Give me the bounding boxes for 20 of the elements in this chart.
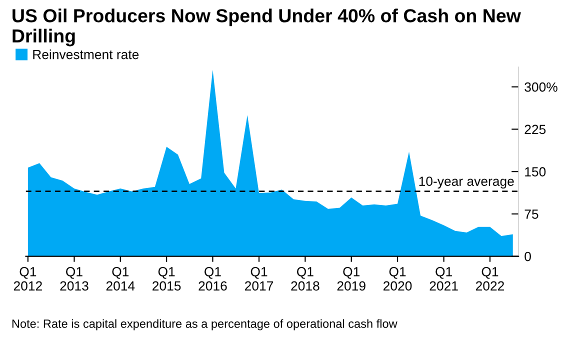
x-tick-label: Q1 2020 (384, 267, 412, 291)
x-tick-label: Q1 2016 (198, 267, 227, 291)
y-tick-label: 225 (524, 124, 546, 134)
y-tick-label: 75 (524, 210, 538, 219)
x-tick-label: Q1 2012 (14, 267, 42, 291)
x-tick-label: Q1 2021 (430, 267, 458, 291)
y-tick-label: 300% (524, 82, 558, 92)
text: Note: Rate is capital expenditure as a percentage of operational cash flow (12, 319, 398, 330)
x-tick-label: Q1 2019 (337, 267, 366, 291)
x-tick-label: Q1 2022 (476, 267, 504, 291)
x-tick-label: Q1 2018 (291, 267, 320, 291)
x-tick-label: Q1 2014 (106, 267, 135, 291)
y-tick-label: 0 (524, 252, 531, 262)
legend-label: Reinvestment rate (33, 50, 139, 60)
y-tick-label: 150 (525, 167, 546, 176)
chart-title: US Oil Producers Now Spend Under 40% of Cash on New Drilling (12, 8, 521, 46)
x-tick-label: Q1 2017 (245, 267, 274, 291)
x-tick-label: Q1 2013 (60, 267, 88, 291)
ref-line-label: 10-year average (419, 176, 514, 189)
x-tick-label: Q1 2015 (152, 267, 181, 291)
